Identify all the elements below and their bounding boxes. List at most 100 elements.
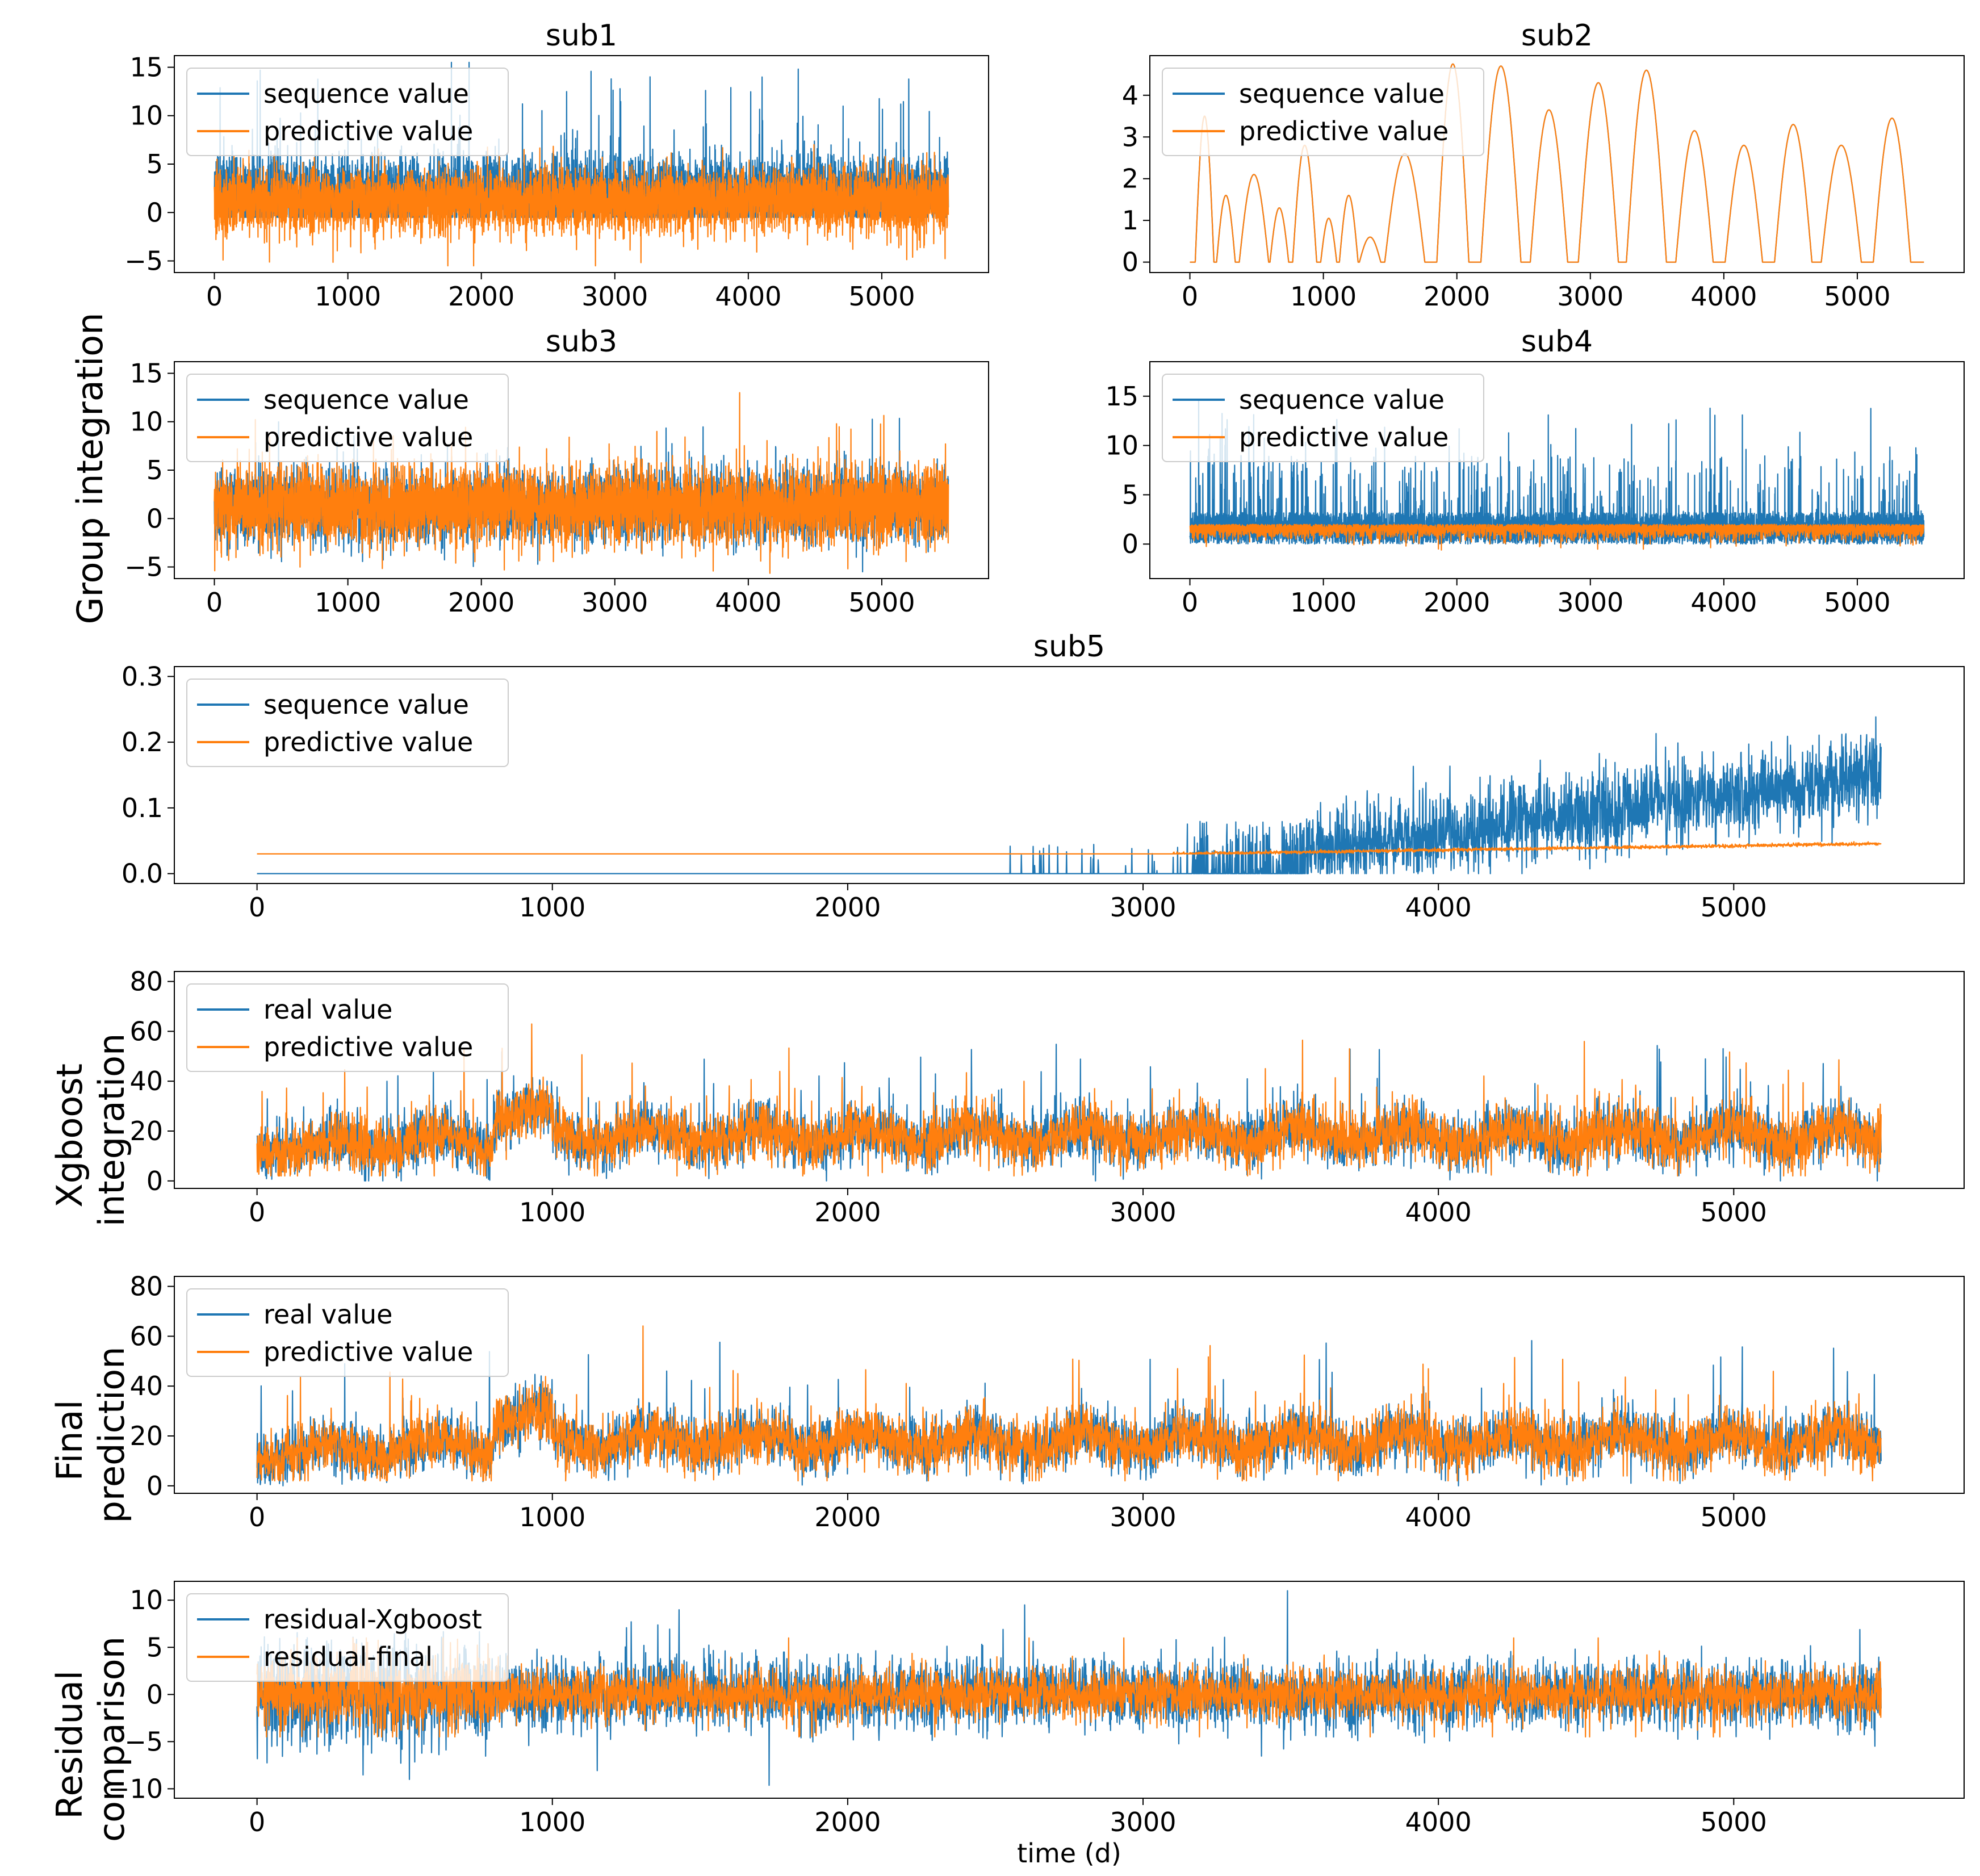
y-tick-label: 0 [1122,247,1138,278]
y-tick-label: 80 [129,1271,163,1302]
x-tick-label: 0 [1182,281,1198,312]
series-line-predictive-value [256,1023,1882,1177]
panel-title: sub5 [1033,630,1105,664]
x-tick-label: 0 [206,587,223,618]
y-tick-label: 0 [146,1679,163,1710]
x-tick-label: 2000 [814,1197,881,1228]
x-tick-label: 5000 [1701,1502,1767,1532]
x-tick-label: 5000 [848,281,915,312]
plot-area [256,1590,1882,1786]
legend: sequence value predictive value [1162,68,1484,156]
y-tick-label: 10 [1105,430,1138,461]
x-tick-label: 2000 [814,1502,881,1532]
xgboost-integration-label: Xgboost integration [49,1033,132,1227]
y-tick-label: 5 [146,455,163,485]
x-tick-label: 3000 [581,587,648,618]
x-tick-label: 1000 [519,892,585,923]
y-tick-label: 5 [146,1632,163,1663]
legend-box [186,68,509,156]
x-tick-label: 2000 [1424,281,1490,312]
legend-label: sequence value [263,384,469,415]
x-tick-label: 0 [206,281,223,312]
axes-frame [174,971,1965,1189]
x-tick-label: 5000 [848,587,915,618]
legend-box [186,983,509,1072]
legend-label: predictive value [263,727,473,757]
legend: sequence value predictive value [186,374,509,462]
legend-label: predictive value [263,116,473,146]
x-tick-label: 1000 [519,1502,585,1532]
x-tick-label: 1000 [519,1197,585,1228]
panel-xgboost: 0 1000 2000 3000 4000 5000 0 20 40 60 80 real value… [129,966,1965,1228]
legend-label: predictive value [263,422,473,453]
x-tick-label: 0 [249,892,265,923]
legend-label: predictive value [1239,422,1449,453]
series-line-residual-final [256,1637,1882,1738]
y-tick-label: 0.0 [122,859,163,889]
plot-area [214,392,949,574]
x-tick-label: 2000 [814,1807,881,1837]
x-tick-label: 4000 [1690,587,1757,618]
y-tick-label: 0 [146,503,163,534]
xgboost-label-line-1: Xgboost [49,1063,90,1208]
x-tick-label: 0 [1182,587,1198,618]
y-tick-label: 0.3 [122,661,163,692]
x-axis-label: time (d) [1017,1838,1121,1869]
x-tick-label: 2000 [448,587,514,618]
y-tick-label: 4 [1122,80,1138,111]
x-tick-label: 3000 [1110,1197,1176,1228]
x-tick-label: 1000 [1290,281,1357,312]
legend-label: residual-Xgboost [263,1604,482,1635]
x-tick-label: 4000 [1405,1502,1472,1532]
y-tick-label: 2 [1122,164,1138,194]
x-tick-label: 5000 [1824,281,1890,312]
panel-title: sub3 [546,325,617,359]
axes-frame [1149,361,1965,579]
final-prediction-label: Final prediction [49,1346,132,1523]
axes-frame [174,666,1965,884]
y-tick-label: 0 [146,1166,163,1196]
panel-sub5: 0 1000 2000 3000 4000 5000 0.0 0.1 0.2 0.3 sub5 seq… [122,630,1965,923]
y-tick-label: 10 [129,1585,163,1615]
residual-label-line-1: Residual [49,1670,90,1819]
x-tick-label: 5000 [1701,892,1767,923]
legend-box [1162,374,1484,462]
x-tick-label: 4000 [1690,281,1757,312]
plot-area [1189,399,1925,551]
panel-title: sub1 [546,19,617,53]
axes-frame [174,1581,1965,1799]
plot-area [256,1023,1882,1182]
plot-area [256,1325,1882,1486]
legend-label: sequence value [263,689,469,720]
residual-comparison-label: Residual comparison [49,1636,132,1842]
series-line-predictive-value [1189,63,1925,263]
y-tick-label: 1 [1122,205,1138,236]
legend-box [186,1593,509,1682]
final-label-line-2: prediction [91,1346,132,1523]
y-tick-label: 0.1 [122,793,163,823]
y-tick-label: −5 [124,1726,163,1757]
legend: real value predictive value [186,983,509,1072]
legend-box [186,374,509,462]
y-tick-label: 40 [129,1371,163,1401]
panel-sub2: 0 1000 2000 3000 4000 5000 0 1 2 3 4 sub2 sequence v… [1122,19,1965,312]
series-line-predictive-value [256,1325,1882,1482]
legend-label: sequence value [1239,384,1445,415]
x-tick-label: 2000 [1424,587,1490,618]
y-tick-label: 15 [1105,381,1138,412]
series-line-predictive-value [257,841,1882,855]
y-tick-label: 80 [129,966,163,997]
legend: sequence value predictive value [186,68,509,156]
y-tick-label: 15 [129,52,163,82]
panel-title: sub4 [1521,325,1593,359]
y-tick-label: −5 [124,246,163,277]
group-integration-label: Group integration [69,312,111,624]
legend-label: predictive value [263,1337,473,1367]
panel-sub3: 0 1000 2000 3000 4000 5000 −5 0 5 10 15 sub3 sequenc… [124,325,989,618]
x-tick-label: 1000 [1290,587,1357,618]
x-tick-label: 4000 [1405,1807,1472,1837]
legend: sequence value predictive value [1162,374,1484,462]
y-tick-label: −10 [108,1773,163,1804]
series-line-predictive-value [214,144,949,267]
plot-area [214,61,949,267]
